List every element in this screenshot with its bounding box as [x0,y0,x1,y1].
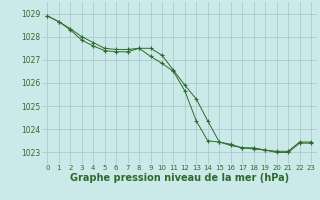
X-axis label: Graphe pression niveau de la mer (hPa): Graphe pression niveau de la mer (hPa) [70,173,289,183]
